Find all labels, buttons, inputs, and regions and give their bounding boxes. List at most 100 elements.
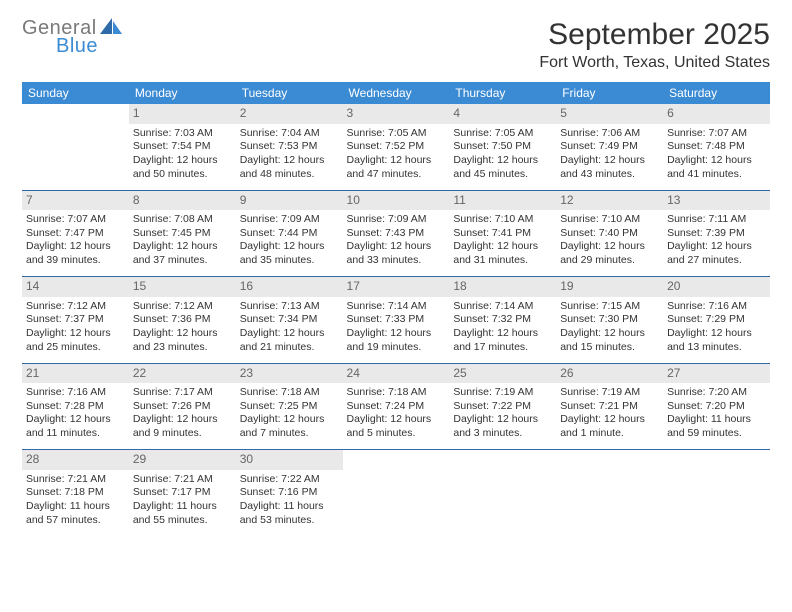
location: Fort Worth, Texas, United States [539, 54, 770, 72]
sunset-text: Sunset: 7:47 PM [26, 227, 125, 241]
daylight-text: and 31 minutes. [453, 254, 552, 268]
daylight-text: Daylight: 12 hours [667, 327, 766, 341]
sunrise-text: Sunrise: 7:03 AM [133, 127, 232, 141]
day-number: 8 [129, 191, 236, 211]
day-number: 14 [22, 277, 129, 297]
sunset-text: Sunset: 7:25 PM [240, 400, 339, 414]
calendar-cell: 2 Sunrise: 7:04 AMSunset: 7:53 PMDaylight… [236, 104, 343, 190]
logo: General Blue [22, 18, 122, 56]
sunset-text: Sunset: 7:40 PM [560, 227, 659, 241]
sunrise-text: Sunrise: 7:09 AM [347, 213, 446, 227]
header: General Blue September 2025 Fort Worth, … [22, 18, 770, 72]
daylight-text: and 17 minutes. [453, 341, 552, 355]
sunset-text: Sunset: 7:16 PM [240, 486, 339, 500]
sunrise-text: Sunrise: 7:21 AM [133, 473, 232, 487]
sunrise-text: Sunrise: 7:09 AM [240, 213, 339, 227]
calendar-cell: 18Sunrise: 7:14 AMSunset: 7:32 PMDayligh… [449, 277, 556, 363]
calendar-cell: 7Sunrise: 7:07 AMSunset: 7:47 PMDaylight… [22, 191, 129, 277]
calendar-cell: 27Sunrise: 7:20 AMSunset: 7:20 PMDayligh… [663, 364, 770, 450]
title-block: September 2025 Fort Worth, Texas, United… [539, 18, 770, 72]
day-number: 27 [663, 364, 770, 384]
daylight-text: and 47 minutes. [347, 168, 446, 182]
daylight-text: Daylight: 12 hours [240, 154, 339, 168]
daylight-text: and 48 minutes. [240, 168, 339, 182]
day-number: 19 [556, 277, 663, 297]
sunset-text: Sunset: 7:41 PM [453, 227, 552, 241]
daylight-text: Daylight: 12 hours [133, 327, 232, 341]
day-number: 7 [22, 191, 129, 211]
calendar-cell: 1Sunrise: 7:03 AMSunset: 7:54 PMDaylight… [129, 104, 236, 190]
sunset-text: Sunset: 7:21 PM [560, 400, 659, 414]
sunrise-text: Sunrise: 7:21 AM [26, 473, 125, 487]
daylight-text: and 37 minutes. [133, 254, 232, 268]
daylight-text: Daylight: 12 hours [133, 413, 232, 427]
daylight-text: Daylight: 12 hours [667, 154, 766, 168]
daylight-text: and 23 minutes. [133, 341, 232, 355]
daylight-text: and 29 minutes. [560, 254, 659, 268]
calendar-cell: 4Sunrise: 7:05 AMSunset: 7:50 PMDaylight… [449, 104, 556, 190]
daylight-text: and 55 minutes. [133, 514, 232, 528]
calendar-cell: 29Sunrise: 7:21 AMSunset: 7:17 PMDayligh… [129, 450, 236, 536]
daylight-text: and 35 minutes. [240, 254, 339, 268]
calendar-cell: 25Sunrise: 7:19 AMSunset: 7:22 PMDayligh… [449, 364, 556, 450]
day-number: 28 [22, 450, 129, 470]
day-number: 29 [129, 450, 236, 470]
sunset-text: Sunset: 7:52 PM [347, 140, 446, 154]
calendar-table: Sunday Monday Tuesday Wednesday Thursday… [22, 82, 770, 536]
daylight-text: and 19 minutes. [347, 341, 446, 355]
sunset-text: Sunset: 7:18 PM [26, 486, 125, 500]
daylight-text: Daylight: 11 hours [240, 500, 339, 514]
day-number: 1 [129, 104, 236, 124]
day-header: Sunday [22, 82, 129, 104]
daylight-text: Daylight: 12 hours [347, 240, 446, 254]
calendar-cell [22, 104, 129, 190]
daylight-text: and 43 minutes. [560, 168, 659, 182]
day-number: 9 [236, 191, 343, 211]
daylight-text: and 59 minutes. [667, 427, 766, 441]
sunset-text: Sunset: 7:20 PM [667, 400, 766, 414]
sunset-text: Sunset: 7:24 PM [347, 400, 446, 414]
daylight-text: Daylight: 12 hours [133, 154, 232, 168]
sunrise-text: Sunrise: 7:04 AM [240, 127, 339, 141]
sunset-text: Sunset: 7:53 PM [240, 140, 339, 154]
daylight-text: Daylight: 12 hours [133, 240, 232, 254]
daylight-text: Daylight: 12 hours [560, 154, 659, 168]
sunset-text: Sunset: 7:28 PM [26, 400, 125, 414]
sunrise-text: Sunrise: 7:19 AM [560, 386, 659, 400]
daylight-text: Daylight: 11 hours [26, 500, 125, 514]
calendar-cell [449, 450, 556, 536]
calendar-cell: 17Sunrise: 7:14 AMSunset: 7:33 PMDayligh… [343, 277, 450, 363]
calendar-week: 21Sunrise: 7:16 AMSunset: 7:28 PMDayligh… [22, 364, 770, 450]
calendar-cell [343, 450, 450, 536]
daylight-text: Daylight: 12 hours [26, 327, 125, 341]
daylight-text: and 39 minutes. [26, 254, 125, 268]
sunset-text: Sunset: 7:49 PM [560, 140, 659, 154]
day-number: 11 [449, 191, 556, 211]
sunset-text: Sunset: 7:39 PM [667, 227, 766, 241]
daylight-text: and 33 minutes. [347, 254, 446, 268]
daylight-text: Daylight: 12 hours [347, 413, 446, 427]
day-number: 24 [343, 364, 450, 384]
calendar-cell: 23Sunrise: 7:18 AMSunset: 7:25 PMDayligh… [236, 364, 343, 450]
daylight-text: Daylight: 12 hours [453, 154, 552, 168]
day-header: Wednesday [343, 82, 450, 104]
sunset-text: Sunset: 7:43 PM [347, 227, 446, 241]
logo-sail-icon [100, 18, 122, 38]
calendar-cell: 5Sunrise: 7:06 AMSunset: 7:49 PMDaylight… [556, 104, 663, 190]
sunrise-text: Sunrise: 7:14 AM [453, 300, 552, 314]
day-number: 12 [556, 191, 663, 211]
calendar-cell: 24Sunrise: 7:18 AMSunset: 7:24 PMDayligh… [343, 364, 450, 450]
day-number: 2 [236, 104, 343, 124]
calendar-cell: 19Sunrise: 7:15 AMSunset: 7:30 PMDayligh… [556, 277, 663, 363]
calendar-cell: 21Sunrise: 7:16 AMSunset: 7:28 PMDayligh… [22, 364, 129, 450]
calendar-cell: 3Sunrise: 7:05 AMSunset: 7:52 PMDaylight… [343, 104, 450, 190]
daylight-text: Daylight: 11 hours [133, 500, 232, 514]
calendar-cell: 10Sunrise: 7:09 AMSunset: 7:43 PMDayligh… [343, 191, 450, 277]
daylight-text: and 5 minutes. [347, 427, 446, 441]
sunset-text: Sunset: 7:30 PM [560, 313, 659, 327]
day-header-row: Sunday Monday Tuesday Wednesday Thursday… [22, 82, 770, 104]
calendar-cell [556, 450, 663, 536]
month-title: September 2025 [539, 18, 770, 52]
sunset-text: Sunset: 7:22 PM [453, 400, 552, 414]
sunrise-text: Sunrise: 7:07 AM [26, 213, 125, 227]
